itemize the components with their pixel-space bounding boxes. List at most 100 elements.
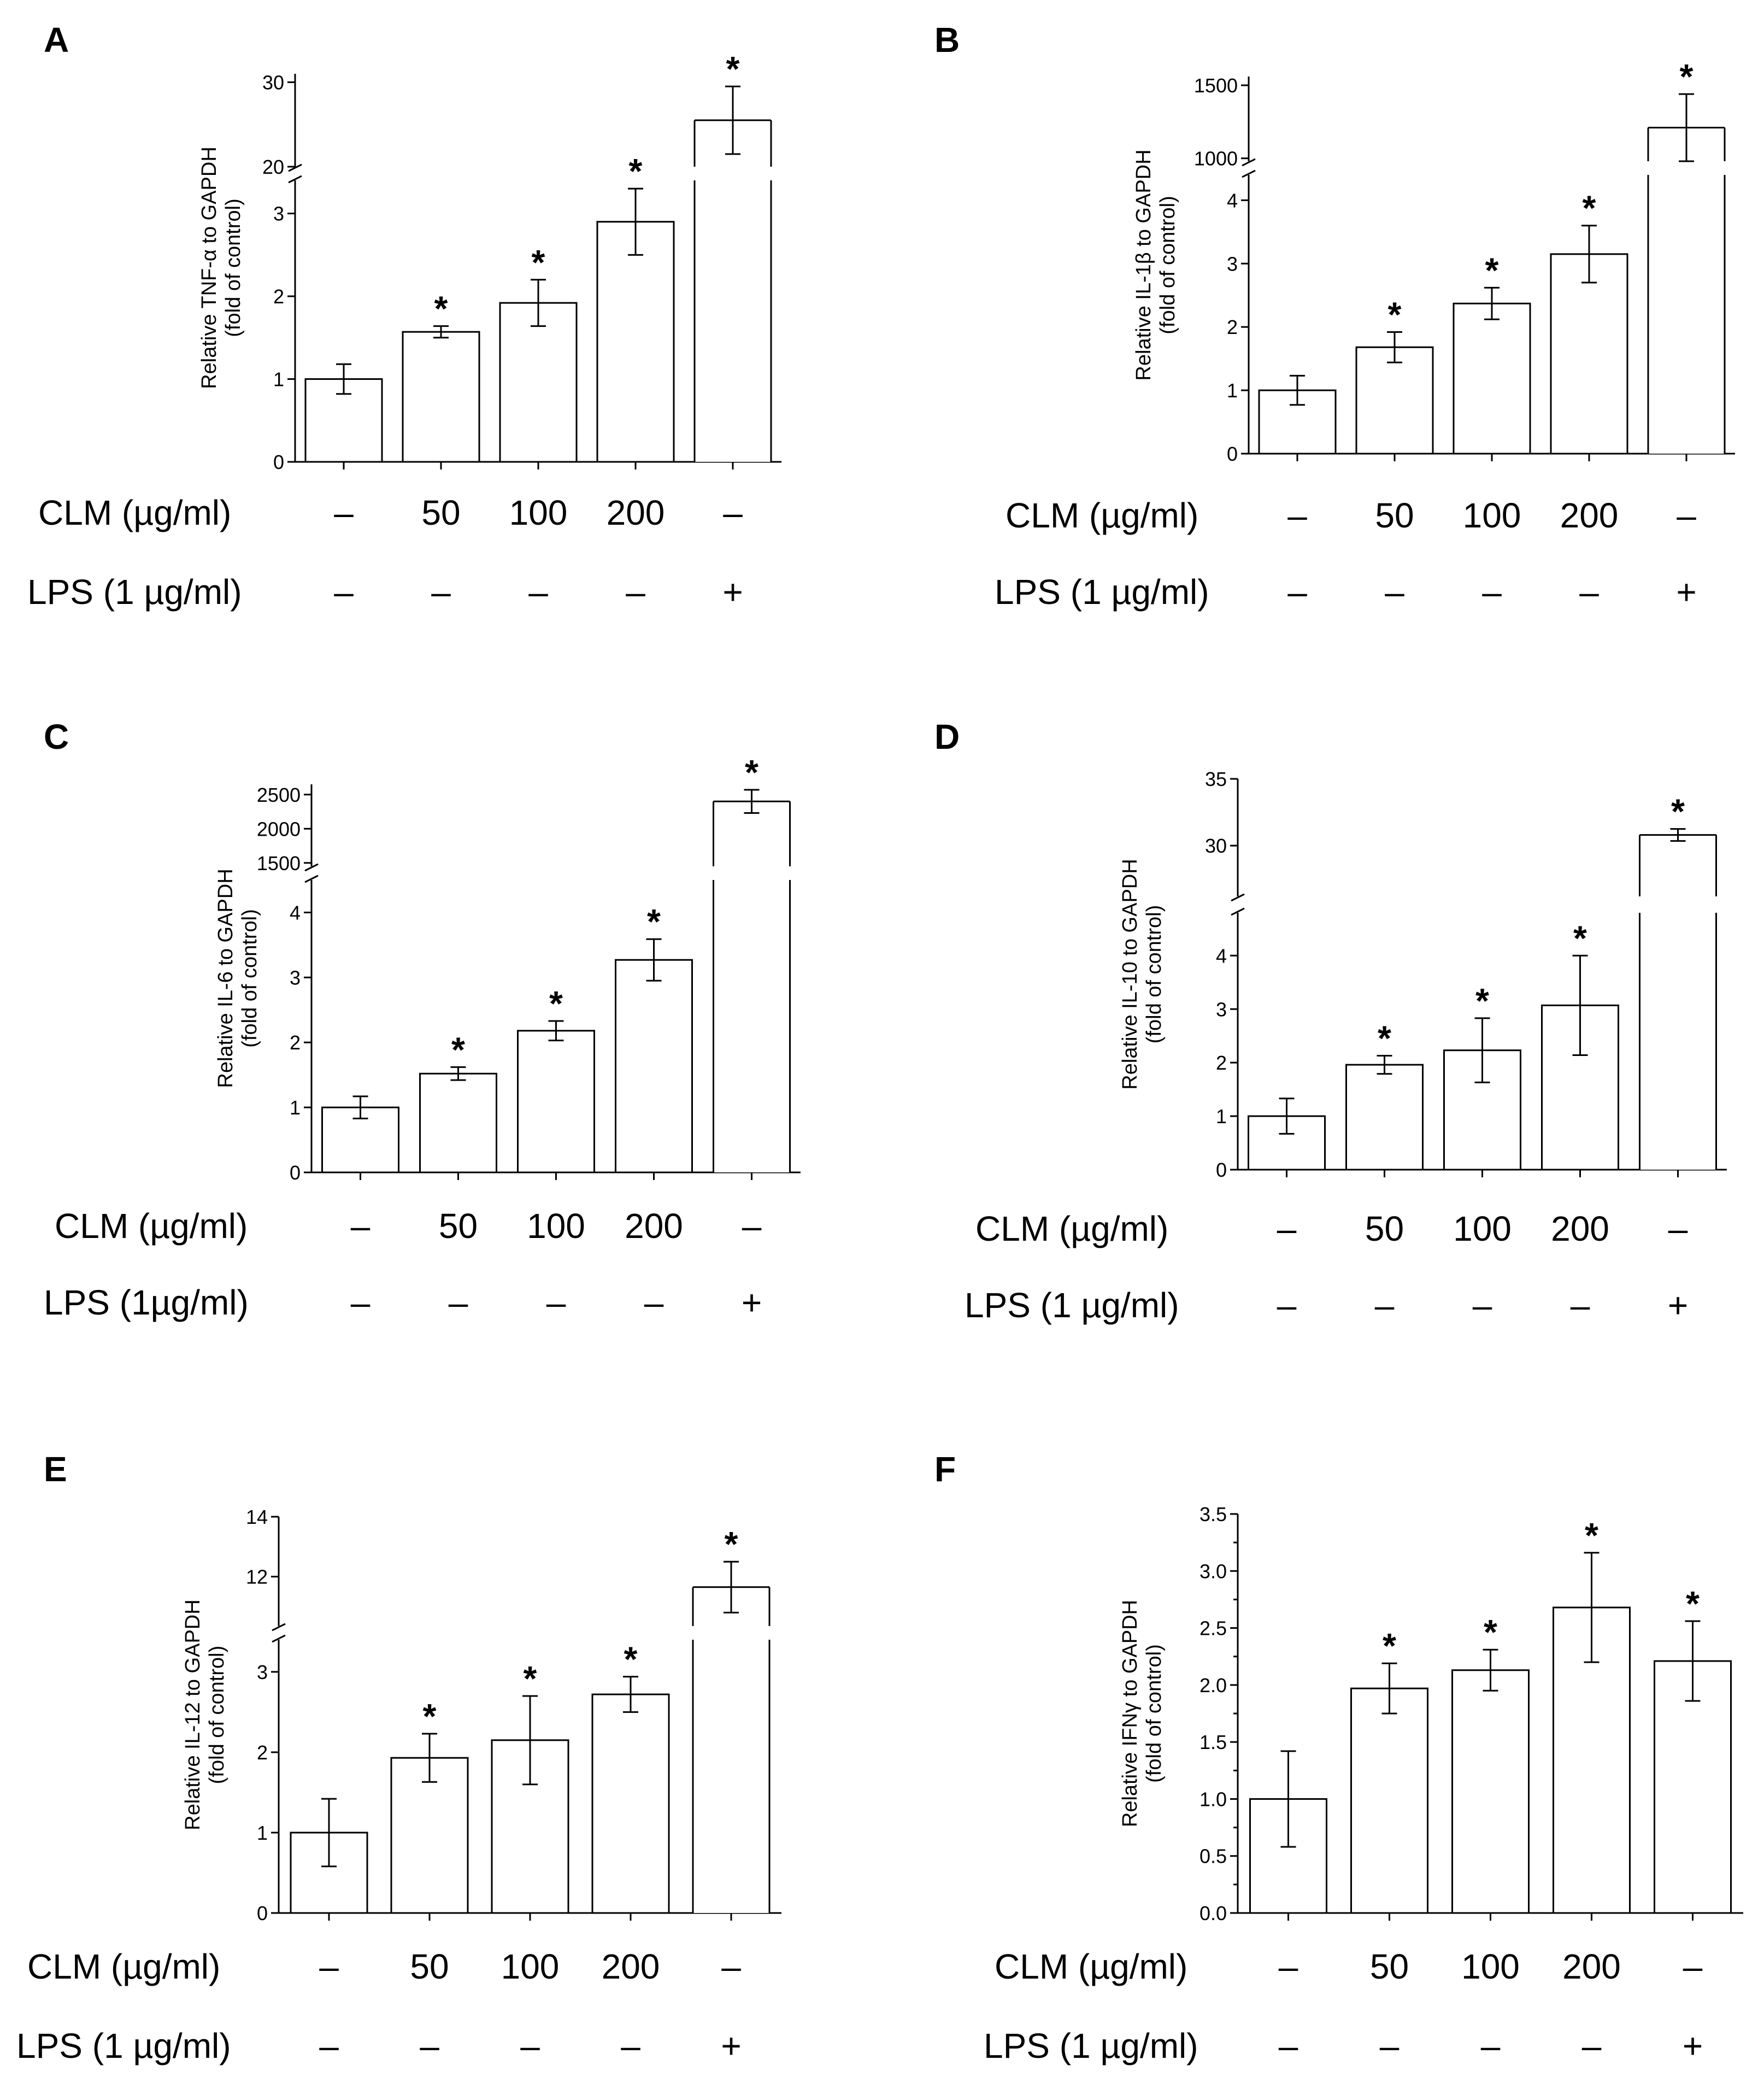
y-tick-label: 12 <box>246 1566 268 1588</box>
y-tick-label: 0.0 <box>1199 1902 1227 1924</box>
panel-f: F 0.0 0.5 1.0 1.5 2.0 2.5 3.0 3.5 * * * * Relative IF… <box>934 1450 1743 2065</box>
y-axis-label: Relative IL-1β to GAPDH <box>1132 149 1155 380</box>
axis-break-mark <box>304 875 319 883</box>
lps-condition: – <box>1579 572 1599 612</box>
lps-condition: – <box>1277 1286 1297 1325</box>
clm-condition: 100 <box>509 493 568 532</box>
axis-break-mark <box>304 863 319 872</box>
clm-condition: 50 <box>439 1206 478 1246</box>
panel-label: F <box>934 1450 956 1489</box>
bar <box>615 959 693 1173</box>
significance-star: * <box>725 1524 738 1564</box>
clm-condition: – <box>351 1206 371 1246</box>
significance-star: * <box>647 902 661 941</box>
significance-star: * <box>549 984 563 1023</box>
lps-condition: – <box>1380 2026 1400 2065</box>
panel-label: E <box>44 1450 67 1489</box>
y-tick-label: 1500 <box>1194 74 1238 97</box>
y-tick-label: 3.5 <box>1199 1503 1227 1525</box>
significance-star: * <box>434 289 448 328</box>
panel-label: B <box>934 20 960 60</box>
axis-break-mark <box>1242 158 1256 167</box>
bar <box>693 1587 769 1913</box>
lps-condition: – <box>420 2026 439 2065</box>
bar <box>1350 1687 1428 1914</box>
lps-condition: – <box>621 2026 640 2065</box>
y-tick-label: 0 <box>290 1161 301 1184</box>
bar <box>1355 346 1434 455</box>
clm-condition: 200 <box>1551 1209 1609 1248</box>
significance-star: * <box>1686 1584 1700 1623</box>
significance-star: * <box>1585 1516 1598 1555</box>
y-tick-label: 3 <box>273 203 284 225</box>
row-label-clm: CLM (µg/ml) <box>1006 496 1198 535</box>
clm-condition: – <box>721 1947 741 1986</box>
panel-a: A 0 1 2 3 20 30 * * * * Relative TNF-α to GAPDH (fol… <box>27 20 781 612</box>
row-label-lps: LPS (1 µg/ml) <box>965 1286 1179 1325</box>
y-tick-label: 4 <box>1227 189 1238 212</box>
y-axis-label-units: (fold of control) <box>222 198 245 337</box>
lps-condition: + <box>722 572 743 612</box>
y-tick-label: 0 <box>1216 1159 1227 1181</box>
y-axis-label: Relative IFNγ to GAPDH <box>1119 1600 1142 1827</box>
bar <box>1648 127 1725 454</box>
lps-condition: + <box>1668 1286 1688 1325</box>
y-tick-label: 2 <box>1216 1052 1227 1074</box>
bar <box>1443 1049 1521 1171</box>
panel-b: B 0 1 2 3 4 1000 1500 * * * * Relative IL-1β to GAPD… <box>934 20 1735 612</box>
y-tick-label: 3 <box>1227 253 1238 275</box>
y-tick-label: 35 <box>1205 768 1227 790</box>
significance-star: * <box>745 753 758 792</box>
clm-condition: 100 <box>501 1947 560 1986</box>
y-tick-label: 20 <box>262 156 284 178</box>
clm-condition: 50 <box>1370 1947 1409 1986</box>
significance-star: * <box>1388 295 1402 334</box>
clm-condition: – <box>742 1206 762 1246</box>
bar <box>304 378 383 463</box>
y-tick-label: 1 <box>273 368 284 391</box>
y-tick-label: 1 <box>290 1096 301 1119</box>
y-tick-label: 2 <box>257 1741 268 1764</box>
panel-label: D <box>934 717 960 756</box>
lps-condition: – <box>351 1283 371 1322</box>
significance-star: * <box>1671 792 1685 831</box>
y-axis-label: Relative IL-6 to GAPDH <box>214 868 237 1088</box>
y-tick-label: 0 <box>1227 443 1238 465</box>
y-axis-label-units: (fold of control) <box>1143 1644 1166 1782</box>
y-tick-label: 3.0 <box>1199 1560 1227 1582</box>
lps-condition: – <box>644 1283 664 1322</box>
clm-condition: 200 <box>1562 1947 1621 1986</box>
clm-condition: 100 <box>1463 496 1521 535</box>
clm-condition: – <box>334 493 354 532</box>
lps-condition: – <box>1473 1286 1492 1325</box>
lps-condition: – <box>431 572 451 612</box>
axis-break-mark <box>288 175 302 184</box>
y-tick-label: 14 <box>246 1506 268 1528</box>
significance-star: * <box>1680 57 1694 96</box>
significance-star: * <box>524 1659 537 1698</box>
bar <box>1654 1660 1732 1914</box>
bar <box>390 1757 469 1914</box>
bar <box>1550 253 1628 455</box>
clm-condition: 100 <box>1461 1947 1520 1986</box>
axis-break-mark <box>1231 893 1245 902</box>
clm-condition: – <box>1668 1209 1688 1248</box>
lps-condition: – <box>1375 1286 1395 1325</box>
y-tick-label: 0 <box>273 451 284 473</box>
lps-condition: – <box>1481 2026 1501 2065</box>
lps-condition: – <box>449 1283 468 1322</box>
y-tick-label: 1 <box>257 1822 268 1844</box>
row-label-lps: LPS (1 µg/ml) <box>16 2026 231 2065</box>
y-tick-label: 2.0 <box>1199 1674 1227 1697</box>
y-tick-label: 1 <box>1227 379 1238 402</box>
bar <box>591 1693 670 1914</box>
bar <box>596 221 675 463</box>
lps-condition: + <box>1676 572 1696 612</box>
y-tick-label: 3 <box>290 966 301 989</box>
bar <box>695 120 771 462</box>
lps-condition: – <box>546 1283 566 1322</box>
lps-condition: – <box>528 572 548 612</box>
y-axis-label-units: (fold of control) <box>1143 905 1166 1043</box>
